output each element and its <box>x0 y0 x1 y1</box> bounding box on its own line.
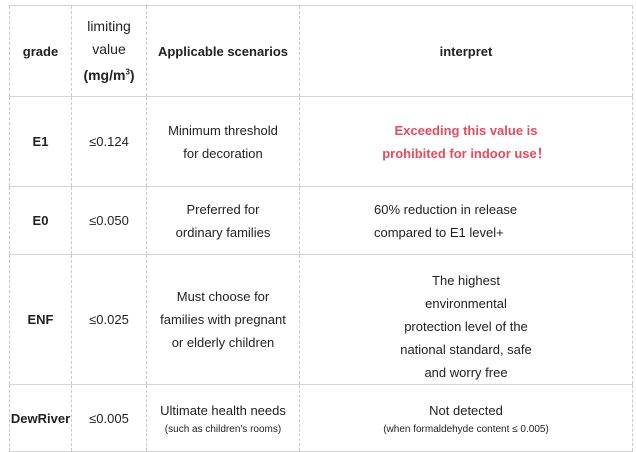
scenario-note: (such as children's rooms) <box>164 423 282 435</box>
table-row: E0 ≤0.050 Preferred for ordinary familie… <box>9 186 633 255</box>
interpret-cell: Not detected (when formaldehyde content ≤… <box>299 384 633 452</box>
header-scenarios: Applicable scenarios <box>146 5 300 97</box>
interpret-cell: The highest environmental protection lev… <box>299 254 633 385</box>
table-row: ENF ≤0.025 Must choose for families with… <box>9 254 633 385</box>
interpret-note: (when formaldehyde content ≤ 0.005) <box>383 423 549 435</box>
limit-cell: ≤0.025 <box>71 254 147 385</box>
limit-cell: ≤0.124 <box>71 96 147 187</box>
scenario-cell: Preferred for ordinary families <box>146 186 300 255</box>
limit-cell: ≤0.050 <box>71 186 147 255</box>
header-limiting-value: limiting value (mg/m3) <box>71 5 147 97</box>
header-grade: grade <box>9 5 72 97</box>
grade-cell: DewRiver <box>9 384 72 452</box>
header-limit-unit: (mg/m <box>83 67 126 84</box>
interpret-text: 60% reduction in release compared to E1 … <box>374 201 518 240</box>
header-limit-line1: limiting <box>87 17 131 34</box>
scenario-cell: Must choose for families with pregnant o… <box>146 254 300 385</box>
grade-cell: E1 <box>9 96 72 187</box>
interpret-text: Not detected <box>429 402 503 418</box>
header-limit-unit-sup: 3 <box>125 67 130 77</box>
table-row: E1 ≤0.124 Minimum threshold for decorati… <box>9 96 633 187</box>
scenario-text: Ultimate health needs <box>160 402 286 418</box>
limit-cell: ≤0.005 <box>71 384 147 452</box>
interpret-cell-warning: Exceeding this value is prohibited for i… <box>299 96 633 187</box>
interpret-cell: 60% reduction in release compared to E1 … <box>299 186 633 255</box>
scenario-cell: Ultimate health needs (such as children's… <box>146 384 300 452</box>
header-interpret: interpret <box>299 5 633 97</box>
header-limit-line2: value <box>92 40 126 57</box>
header-limit-unit-close: ) <box>129 67 135 84</box>
table-row: DewRiver ≤0.005 Ultimate health needs (su… <box>9 384 633 452</box>
header-row: grade limiting value (mg/m3) Applicable sc… <box>9 5 633 97</box>
scenario-cell: Minimum threshold for decoration <box>146 96 300 187</box>
formaldehyde-grade-table: grade limiting value (mg/m3) Applicable sc… <box>9 5 633 452</box>
grade-cell: E0 <box>9 186 72 255</box>
grade-cell: ENF <box>9 254 72 385</box>
